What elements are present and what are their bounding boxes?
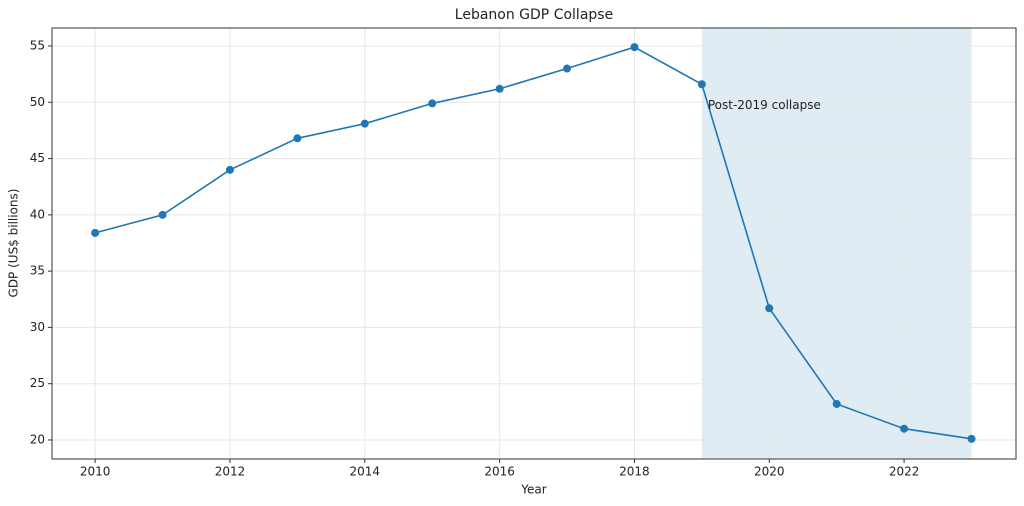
point — [832, 399, 841, 408]
point — [91, 228, 100, 237]
point — [495, 84, 504, 93]
y-tick-label: 55 — [30, 39, 45, 53]
y-tick-label: 30 — [30, 320, 45, 334]
x-tick-label: 2016 — [484, 465, 515, 479]
y-tick-label: 40 — [30, 207, 45, 221]
y-tick-label: 50 — [30, 95, 45, 109]
x-tick-label: 2010 — [80, 465, 111, 479]
x-tick-label: 2014 — [350, 465, 381, 479]
line — [94, 46, 972, 440]
y-tick-label: 35 — [30, 264, 45, 278]
y-tick-label: 20 — [30, 432, 45, 446]
point — [563, 64, 572, 73]
y-tick-label: 25 — [30, 376, 45, 390]
x-axis-label: Year — [520, 483, 546, 497]
point — [900, 424, 909, 433]
point — [765, 304, 774, 313]
plot-frame — [51, 27, 1017, 460]
point — [158, 210, 167, 219]
point — [428, 99, 437, 108]
x-tick-label: 2018 — [619, 465, 650, 479]
point — [225, 165, 234, 174]
point — [630, 43, 639, 52]
point — [293, 134, 302, 143]
point — [967, 434, 976, 443]
point — [697, 80, 706, 89]
annotation: Post-2019 collapse — [708, 98, 821, 112]
chart-title: Lebanon GDP Collapse — [455, 7, 613, 23]
x-tick-label: 2020 — [754, 465, 785, 479]
x-tick-label: 2012 — [215, 465, 246, 479]
y-tick-label: 45 — [30, 151, 45, 165]
y-axis-label: GDP (US$ billions) — [7, 189, 21, 298]
point — [360, 119, 369, 128]
shaded-region — [701, 28, 972, 459]
x-tick-label: 2022 — [889, 465, 920, 479]
